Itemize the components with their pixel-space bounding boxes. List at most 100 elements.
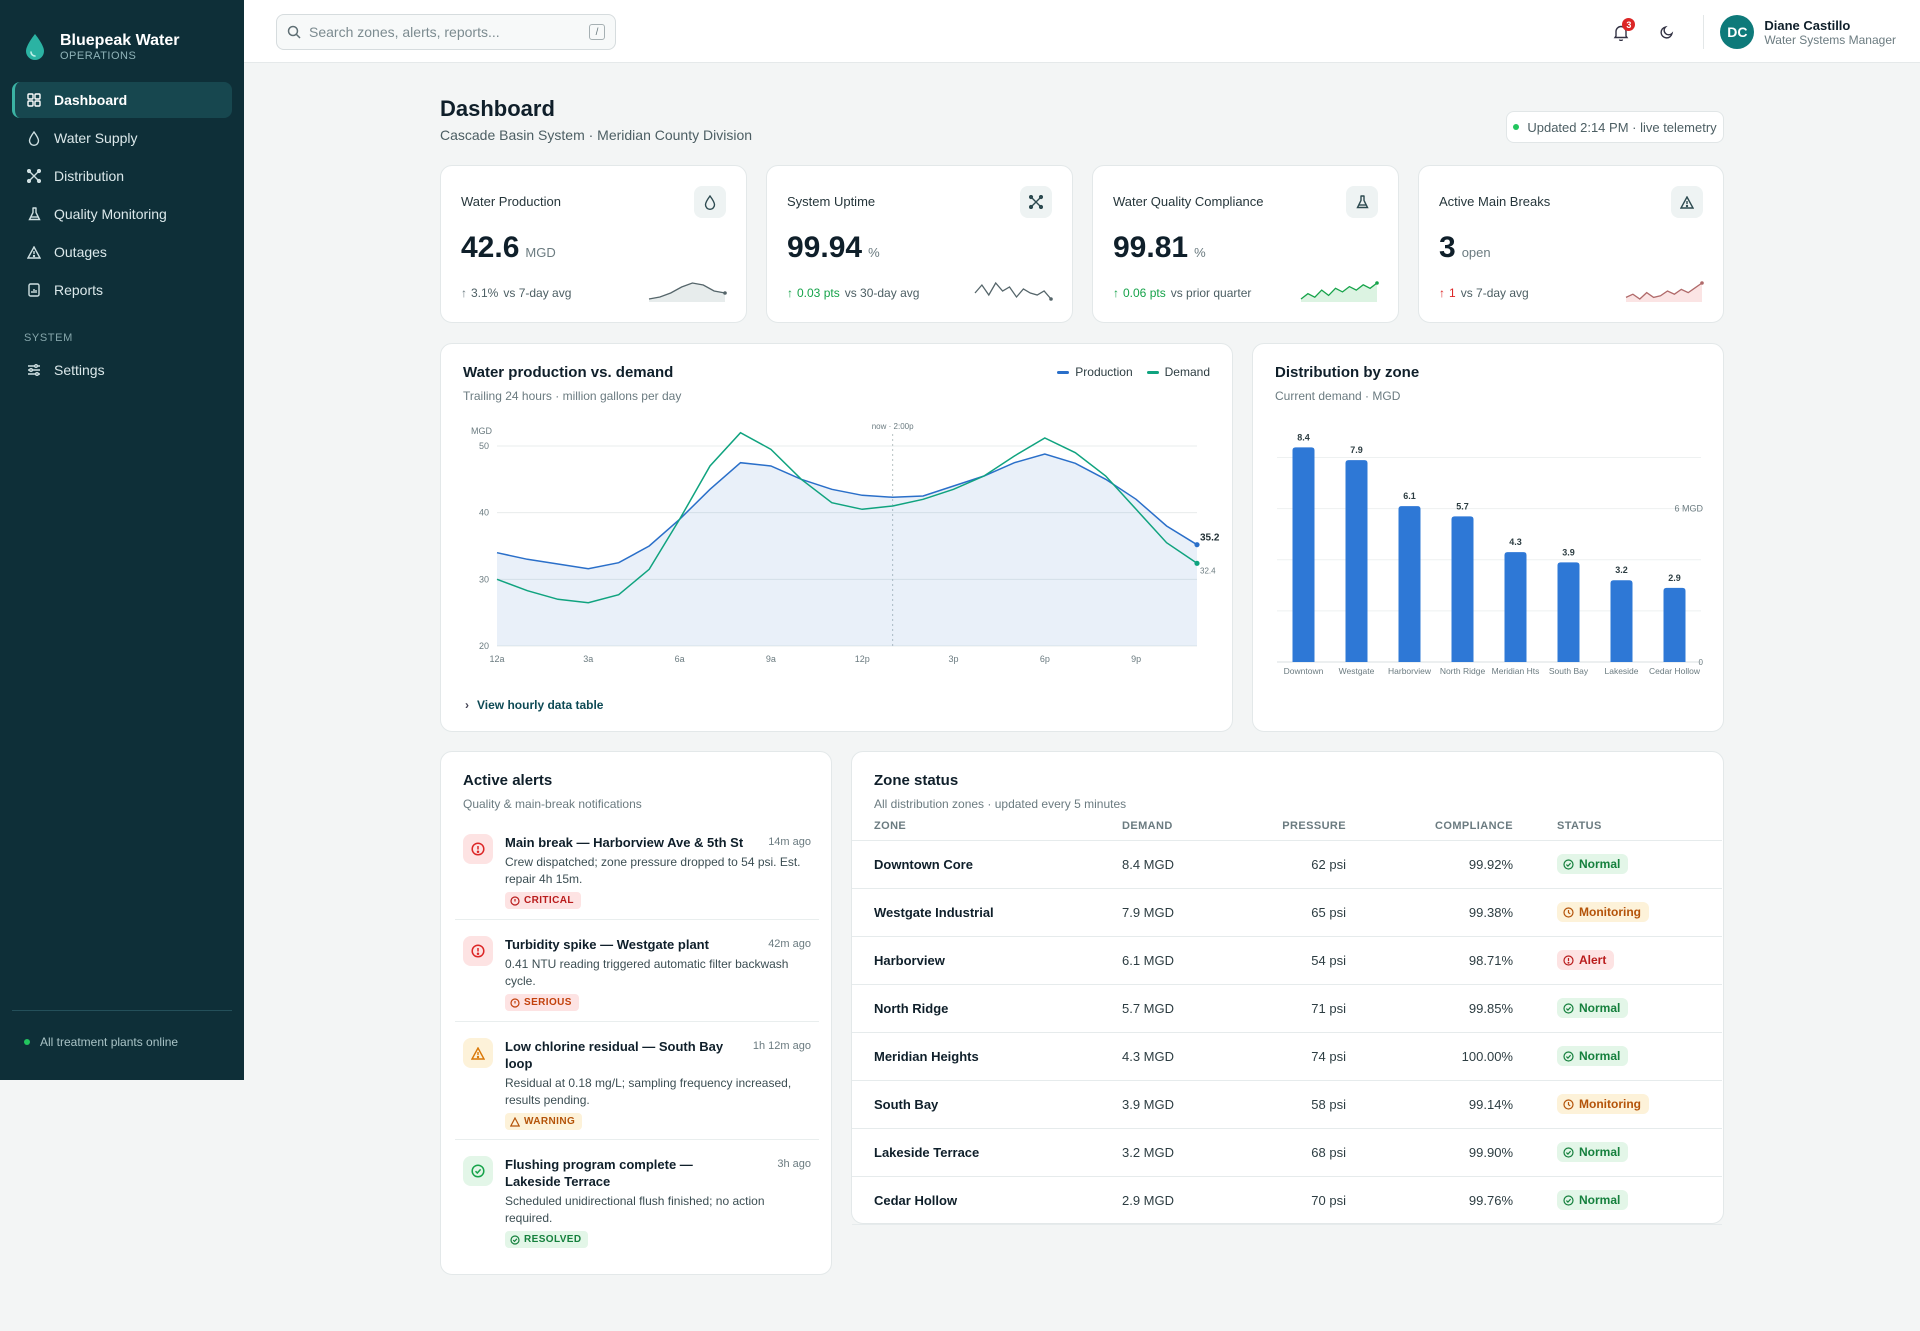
kpi-delta: ↑ 0.03 pts vs 30-day avg bbox=[787, 286, 919, 300]
user-menu[interactable]: Diane Castillo Water Systems Manager bbox=[1764, 18, 1896, 47]
legend-item-demand[interactable]: Demand bbox=[1146, 365, 1210, 379]
column-header-pressure[interactable]: PRESSURE bbox=[1232, 812, 1346, 841]
distribution-by-zone-card: Distribution by zone Current demand · MG… bbox=[1252, 343, 1724, 732]
table-row[interactable]: Cedar Hollow 2.9 MGD 70 psi 99.76% Normal bbox=[852, 1176, 1722, 1225]
status-label: Normal bbox=[1579, 1001, 1621, 1015]
alert-time: 3h ago bbox=[777, 1158, 811, 1170]
card-title: Distribution by zone bbox=[1275, 364, 1420, 381]
alert-item[interactable]: Turbidity spike — Westgate plant 42m ago… bbox=[455, 936, 819, 1022]
column-header-status[interactable]: STATUS bbox=[1513, 812, 1722, 841]
bar-4[interactable] bbox=[1504, 552, 1527, 662]
alert-body: Residual at 0.18 mg/L; sampling frequenc… bbox=[505, 1076, 792, 1107]
severity-label: SERIOUS bbox=[524, 997, 572, 1008]
table-row[interactable]: Westgate Industrial 7.9 MGD 65 psi 99.38% Mo… bbox=[852, 888, 1722, 937]
alert-item[interactable]: Main break — Harborview Ave & 5th St 14m… bbox=[455, 834, 819, 920]
zone-pressure: 62 psi bbox=[1232, 840, 1346, 889]
legend-item-production[interactable]: Production bbox=[1057, 365, 1133, 379]
x-tick-label: 9a bbox=[766, 654, 776, 664]
zone-demand: 4.3 MGD bbox=[1122, 1032, 1232, 1081]
bar-value-label: 7.9 bbox=[1350, 445, 1363, 455]
kpi-sparkline bbox=[1300, 281, 1379, 302]
status-label: Normal bbox=[1579, 1145, 1621, 1159]
table-row[interactable]: Meridian Heights 4.3 MGD 74 psi 100.00% Norm… bbox=[852, 1032, 1722, 1081]
status-badge: Normal bbox=[1557, 1190, 1629, 1210]
zone-demand: 2.9 MGD bbox=[1122, 1176, 1232, 1225]
kpi-label: System Uptime bbox=[787, 194, 876, 209]
alert-circle-icon bbox=[463, 936, 493, 966]
demand-line[interactable] bbox=[496, 431, 1198, 604]
status-badge: Monitoring bbox=[1557, 902, 1649, 922]
theme-toggle-button[interactable] bbox=[1651, 16, 1683, 48]
x-tick-label: 12a bbox=[489, 654, 504, 664]
table-row[interactable]: North Ridge 5.7 MGD 71 psi 99.85% Normal bbox=[852, 984, 1722, 1033]
search-input[interactable] bbox=[309, 24, 589, 40]
bar-value-label: 6.1 bbox=[1403, 491, 1416, 501]
kpi-delta-text: vs 7-day avg bbox=[1460, 286, 1529, 300]
sidebar-nav: Dashboard Water Supply Distribution Qual… bbox=[0, 72, 244, 388]
view-hourly-table-link[interactable]: › View hourly data table bbox=[465, 698, 603, 712]
alert-item[interactable]: Flushing program complete — Lakeside Ter… bbox=[455, 1156, 819, 1256]
y-tick-label: 50 bbox=[479, 441, 489, 451]
sidebar-item-dashboard[interactable]: Dashboard bbox=[12, 82, 232, 118]
sidebar-item-distribution[interactable]: Distribution bbox=[12, 158, 232, 194]
zone-demand: 3.9 MGD bbox=[1122, 1080, 1232, 1129]
severity-badge: WARNING bbox=[505, 1113, 583, 1130]
kpi-delta: ↑ 0.06 pts vs prior quarter bbox=[1113, 286, 1251, 300]
sidebar-item-outages[interactable]: Outages bbox=[12, 234, 232, 270]
sidebar-item-label: Distribution bbox=[54, 168, 125, 184]
sparkline-end-point bbox=[723, 291, 727, 295]
zone-status-cell: Normal bbox=[1513, 1176, 1722, 1225]
top-bar: / 3 DC Diane Castillo Water Systems Mana… bbox=[244, 0, 1920, 63]
table-row[interactable]: Downtown Core 8.4 MGD 62 psi 99.92% Normal bbox=[852, 840, 1722, 889]
status-label: Monitoring bbox=[1579, 905, 1641, 919]
alert-title: Main break — Harborview Ave & 5th St bbox=[505, 835, 744, 850]
alert-item[interactable]: Low chlorine residual — South Bay loop 1… bbox=[455, 1038, 819, 1140]
bar-7[interactable] bbox=[1663, 587, 1686, 662]
search-box[interactable]: / bbox=[276, 14, 616, 50]
card-subtitle: Trailing 24 hours · million gallons per … bbox=[463, 389, 682, 403]
sidebar-item-label: Settings bbox=[54, 362, 105, 378]
x-tick-label: 12p bbox=[855, 654, 870, 664]
column-header-zone[interactable]: ZONE bbox=[852, 812, 1122, 841]
card-subtitle: All distribution zones · updated every 5… bbox=[874, 797, 1127, 811]
bar-5[interactable] bbox=[1557, 562, 1580, 662]
table-row[interactable]: Harborview 6.1 MGD 54 psi 98.71% Alert bbox=[852, 936, 1722, 985]
sidebar-section-system: SYSTEM bbox=[24, 332, 73, 344]
kpi-value: 99.94% bbox=[787, 231, 880, 265]
status-badge: Normal bbox=[1557, 1142, 1629, 1162]
x-tick-label: 9p bbox=[1131, 654, 1141, 664]
sparkline-area bbox=[1301, 283, 1377, 302]
kpi-value: 42.6 MGD bbox=[461, 231, 556, 265]
table-row[interactable]: South Bay 3.9 MGD 58 psi 99.14% Monitoring bbox=[852, 1080, 1722, 1129]
kpi-card-active-main-breaks: Active Main Breaks 3 open ↑ 1 vs 7-day av… bbox=[1418, 165, 1724, 323]
sidebar-item-water-supply[interactable]: Water Supply bbox=[12, 120, 232, 156]
bar-1[interactable] bbox=[1345, 460, 1368, 662]
sparkline-line bbox=[974, 281, 1052, 300]
bar-value-label: 5.7 bbox=[1456, 501, 1469, 511]
bar-2[interactable] bbox=[1398, 506, 1421, 662]
sidebar-item-reports[interactable]: Reports bbox=[12, 272, 232, 308]
bar-3[interactable] bbox=[1451, 516, 1474, 662]
brand-title: Bluepeak Water bbox=[60, 31, 180, 49]
page-subtitle: Cascade Basin System · Meridian County D… bbox=[440, 127, 753, 143]
distribution-bar-chart[interactable]: 6 MGD 0 8.4 Downtown 7.9 Westgate 6.1 Harborvie… bbox=[1253, 414, 1725, 724]
check-circle-icon bbox=[463, 1156, 493, 1186]
bar-0[interactable] bbox=[1292, 447, 1315, 662]
table-row[interactable]: Lakeside Terrace 3.2 MGD 68 psi 99.90% Norma… bbox=[852, 1128, 1722, 1177]
severity-label: RESOLVED bbox=[524, 1234, 582, 1245]
y-axis-label: MGD bbox=[471, 426, 492, 436]
sidebar-item-settings[interactable]: Settings bbox=[12, 352, 232, 388]
alert-circle-icon bbox=[1563, 954, 1574, 966]
bar-category-label: Harborview bbox=[1388, 666, 1432, 676]
production-line[interactable] bbox=[496, 453, 1198, 570]
kpi-sparkline bbox=[648, 282, 727, 302]
y-tick-label: 20 bbox=[479, 641, 489, 651]
avatar[interactable]: DC bbox=[1720, 15, 1755, 49]
column-header-compliance[interactable]: COMPLIANCE bbox=[1346, 812, 1513, 841]
sidebar-item-quality-monitoring[interactable]: Quality Monitoring bbox=[12, 196, 232, 232]
notifications-button[interactable]: 3 bbox=[1605, 16, 1637, 48]
bar-6[interactable] bbox=[1610, 580, 1633, 662]
brand[interactable]: Bluepeak Water OPERATIONS bbox=[0, 0, 244, 72]
production-demand-chart[interactable]: MGD 20 30 40 50 12a 3a 6a 9a 12p 3p 6p 9p now · 2:00p… bbox=[441, 414, 1234, 714]
column-header-demand[interactable]: DEMAND bbox=[1122, 812, 1232, 841]
